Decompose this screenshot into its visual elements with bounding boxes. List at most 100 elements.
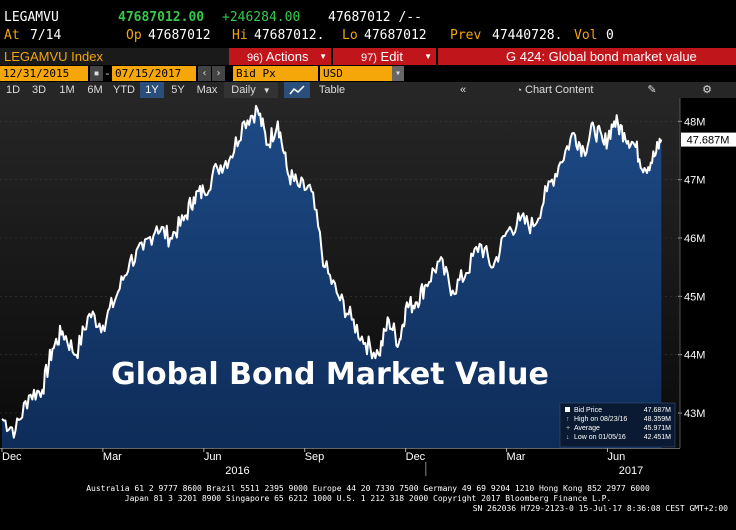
legend-average-value: 45.971M xyxy=(644,425,671,432)
low-value: 47687012 xyxy=(364,28,427,43)
edit-number: 97) xyxy=(361,52,377,64)
chart-content-label: Chart Content xyxy=(525,84,594,96)
period-3d[interactable]: 3D xyxy=(31,84,47,96)
last-price: 47687012.00 xyxy=(118,10,205,25)
index-label[interactable]: LEGAMVU Index xyxy=(0,48,232,65)
ticker: LEGAMVU xyxy=(4,10,59,25)
legend-low-value: 42.451M xyxy=(644,434,671,441)
x-tick-label: Sep xyxy=(305,451,325,463)
caret-down-icon: ▼ xyxy=(424,52,432,61)
period-max[interactable]: Max xyxy=(196,84,218,96)
edit-label: Edit xyxy=(380,49,403,64)
high-value: 47687012. xyxy=(254,28,325,43)
currency-select[interactable]: USD xyxy=(320,66,404,81)
gear-icon[interactable]: ⚙ xyxy=(702,84,712,96)
chevron-right-icon[interactable]: › xyxy=(212,66,225,81)
legend: Bid Price 47.687M ↑ High on 08/23/16 48.… xyxy=(559,402,676,448)
x-tick-label: Dec xyxy=(406,451,426,463)
value-line xyxy=(1,104,663,439)
quote-line-2: At 7/14 Op 47687012 Hi 47687012. Lo 4768… xyxy=(0,28,736,44)
period-6m[interactable]: 6M xyxy=(87,84,103,96)
current-value-label: 47.687M xyxy=(687,135,730,147)
low-label: Lo xyxy=(342,28,358,43)
caret-down-icon: ▼ xyxy=(262,86,271,95)
period-ytd[interactable]: YTD xyxy=(113,84,135,96)
field-select[interactable]: Bid Px xyxy=(233,66,318,81)
y-tick-label: 43M xyxy=(684,408,705,420)
start-date-field[interactable]: 12/31/2015 xyxy=(0,66,88,81)
edit-icon[interactable]: ✎ xyxy=(647,84,657,96)
x-tick-label: Dec xyxy=(2,451,22,463)
year-label: 2016 xyxy=(225,465,249,477)
actions-number: 96) xyxy=(247,52,263,64)
quote-line-1: LEGAMVU 47687012.00 +246284.00 47687012 … xyxy=(0,10,736,26)
x-tick-label: Jun xyxy=(204,451,222,463)
line-chart-icon[interactable] xyxy=(284,82,310,98)
date-range-bar: 12/31/2015 ▪ - 07/15/2017 ‹ › Bid Px USD… xyxy=(0,66,736,82)
chevron-left-icon[interactable]: ‹ xyxy=(198,66,211,81)
caret-down-icon: ▼ xyxy=(319,52,327,61)
period-5y[interactable]: 5Y xyxy=(171,84,185,96)
prev-label: Prev xyxy=(450,28,482,43)
legend-box xyxy=(559,402,676,448)
bid-ask: 47687012 /-- xyxy=(328,10,422,25)
legend-swatch xyxy=(565,407,570,412)
legend-low-label: Low on 01/05/16 xyxy=(574,434,626,441)
legend-bid-label: Bid Price xyxy=(574,407,602,414)
y-axis: 43M 44M 45M 46M 47M 48M xyxy=(678,98,705,448)
footer: Australia 61 2 9777 8600 Brazil 5511 239… xyxy=(0,484,736,514)
calendar-icon[interactable]: ▪ xyxy=(90,66,103,81)
chart-toolbar: 1D 3D 1M 6M YTD 1Y 5Y Max Daily ▼ Table … xyxy=(0,82,736,98)
current-value-box xyxy=(681,132,736,147)
legend-bid-value: 47.687M xyxy=(644,407,671,414)
double-chevron-left-icon[interactable]: « xyxy=(459,84,467,96)
value-area xyxy=(2,105,662,449)
vol-value: 0 xyxy=(606,28,614,43)
footer-line-1: Australia 61 2 9777 8600 Brazil 5511 239… xyxy=(86,484,650,493)
prev-value: 47440728. xyxy=(492,28,563,43)
price-chart[interactable]: Global Bond Market Value 43M 44M 45M 46M 47M… xyxy=(0,98,736,449)
x-tick-label: Mar xyxy=(103,451,122,463)
chevron-down-icon[interactable]: ▾ xyxy=(392,66,404,81)
vol-label: Vol xyxy=(574,28,598,43)
period-1m[interactable]: 1M xyxy=(59,84,75,96)
chart-title: Global Bond Market Value xyxy=(111,357,549,392)
y-tick-label: 46M xyxy=(684,233,705,245)
y-tick-label: 48M xyxy=(684,116,705,128)
footer-line-2: Japan 81 3 3201 8900 Singapore 65 6212 1… xyxy=(124,494,612,503)
high-label: Hi xyxy=(232,28,248,43)
legend-high-value: 48.359M xyxy=(644,416,671,423)
end-date-field[interactable]: 07/15/2017 xyxy=(112,66,196,81)
edit-menu[interactable]: 97) Edit ▼ xyxy=(333,48,436,65)
legend-high-label: High on 08/23/16 xyxy=(574,416,627,423)
y-tick-label: 44M xyxy=(684,350,705,362)
footer-line-3: SN 262036 H729-2123-0 15-Jul-17 8:36:08 … xyxy=(472,504,728,513)
y-tick-label: 47M xyxy=(684,175,705,187)
x-tick-label: Jun xyxy=(607,451,625,463)
net-change: +246284.00 xyxy=(222,10,301,25)
actions-label: Actions xyxy=(265,49,309,64)
function-bar: LEGAMVU Index 96) Actions ▼ 97) Edit ▼ G… xyxy=(0,48,736,65)
table-button[interactable]: Table xyxy=(318,84,346,96)
open-label: Op xyxy=(126,28,142,43)
legend-average-label: Average xyxy=(574,425,600,432)
x-tick-label: Mar xyxy=(507,451,526,463)
actions-menu[interactable]: 96) Actions ▼ xyxy=(229,48,331,65)
period-1d[interactable]: 1D xyxy=(5,84,21,96)
at-label: At xyxy=(4,28,20,43)
frequency-select[interactable]: Daily ▼ xyxy=(224,82,278,98)
current-value-marker: 47.687M xyxy=(681,132,736,147)
legend-low-icon: ↓ xyxy=(566,434,570,441)
legend-average-icon: + xyxy=(566,425,570,432)
pie-chart-icon: ◔ xyxy=(516,85,522,95)
chart-content-button[interactable]: ◔ Chart Content xyxy=(500,82,610,98)
period-1y[interactable]: 1Y xyxy=(140,82,164,98)
y-tick-label: 45M xyxy=(684,291,705,303)
frequency-label: Daily xyxy=(231,84,256,96)
graph-title: G 424: Global bond market value xyxy=(438,48,736,65)
at-value: 7/14 xyxy=(30,28,62,43)
open-value: 47687012 xyxy=(148,28,211,43)
year-label: 2017 xyxy=(619,465,643,477)
chart-area: Global Bond Market Value 43M 44M 45M 46M 47M… xyxy=(0,98,736,449)
